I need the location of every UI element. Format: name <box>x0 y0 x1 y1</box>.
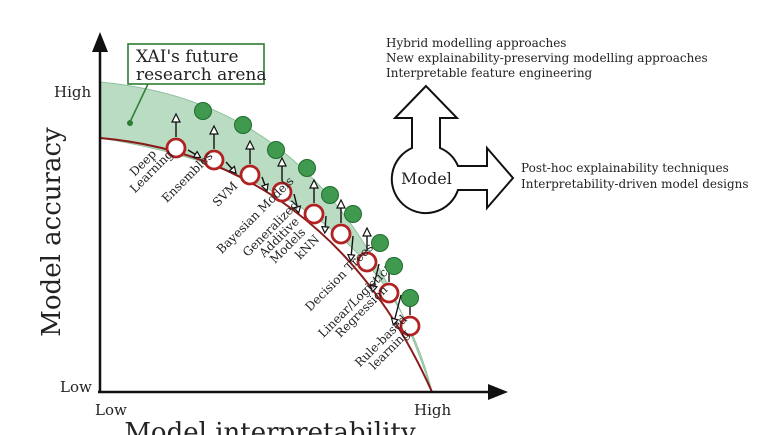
model-label: SVM <box>210 179 241 210</box>
model-label-line: SVM <box>210 179 241 210</box>
shift-arrow-head <box>320 225 330 235</box>
callout-line-1: XAI's future <box>136 47 239 67</box>
current-model-circle <box>378 282 400 304</box>
right-panel: Hybrid modelling approaches New explaina… <box>386 36 749 215</box>
callout-pointer <box>129 83 149 123</box>
shift-arrow-head <box>292 205 302 215</box>
model-label: Model <box>401 169 452 188</box>
improved-model-dot <box>385 257 403 275</box>
shift-arrow-head <box>260 182 269 192</box>
lift-arrow-head <box>362 226 372 237</box>
callout-box <box>127 43 265 85</box>
accuracy-interpretability-frontier <box>99 137 433 393</box>
current-model-circle <box>330 223 352 245</box>
side-line-2: Interpretability-driven model designs <box>521 177 749 191</box>
current-model-circle <box>165 137 187 159</box>
top-line-2: New explainability-preserving modelling … <box>386 51 708 65</box>
lift-arrow-head <box>171 112 181 123</box>
x-low-label: Low <box>95 401 127 419</box>
improved-model-dot <box>321 186 339 204</box>
shift-arrow-head <box>228 165 237 175</box>
y-axis <box>92 32 108 392</box>
lift-arrow-head <box>277 156 287 167</box>
improved-model-dot <box>267 141 285 159</box>
top-line-1: Hybrid modelling approaches <box>386 36 566 50</box>
current-model-circle <box>203 149 225 171</box>
current-model-circle <box>399 315 421 337</box>
x-high-label: High <box>414 401 451 419</box>
current-model-circle <box>271 181 293 203</box>
improved-model-dot <box>401 289 419 307</box>
callout: XAI's future research arena <box>127 43 267 126</box>
callout-dot <box>127 120 133 126</box>
y-low-label: Low <box>60 378 92 396</box>
top-line-3: Interpretable feature engineering <box>386 66 593 80</box>
lift-arrow-head <box>209 124 219 135</box>
shift-arrow-head <box>369 284 379 294</box>
side-line-1: Post-hoc explainability techniques <box>521 161 729 175</box>
y-high-label: High <box>54 83 91 101</box>
y-axis-title: Model accuracy <box>37 127 67 337</box>
current-model-circle <box>356 251 378 273</box>
improved-model-dot <box>371 234 389 252</box>
improved-model-dot <box>234 116 252 134</box>
x-axis <box>98 384 508 400</box>
shift-arrow-line <box>393 294 402 323</box>
lift-arrow-head <box>245 139 255 150</box>
improved-model-dot <box>344 205 362 223</box>
lift-arrow-head <box>309 178 319 189</box>
shift-arrow-head <box>390 317 400 327</box>
shift-arrow-line <box>372 263 380 290</box>
model-arrow-shape <box>390 84 515 215</box>
current-model-circle <box>303 203 325 225</box>
improved-model-dot <box>194 102 212 120</box>
lift-arrow-head <box>336 198 346 209</box>
shift-arrow-head <box>346 253 356 263</box>
current-model-circle <box>239 164 261 186</box>
x-axis-title: Model interpretability <box>124 418 416 435</box>
shift-arrow-head <box>192 150 202 159</box>
callout-line-2: research arena <box>136 65 267 85</box>
improved-model-dot <box>298 159 316 177</box>
